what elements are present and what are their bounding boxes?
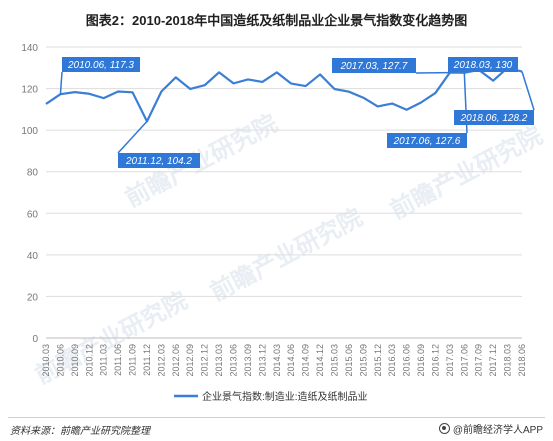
y-tick-label: 60	[27, 209, 39, 220]
callout-label: 2018.06, 128.2	[460, 113, 528, 124]
callout-box	[387, 133, 467, 148]
callout-box	[454, 110, 534, 125]
x-tick-label: 2016.12	[430, 344, 440, 377]
x-tick-label: 2012.06	[171, 344, 181, 377]
x-tick-label: 2010.12	[84, 344, 94, 377]
source-note: 资料来源：前瞻产业研究院整理	[10, 426, 150, 437]
series-line	[45, 66, 523, 123]
x-tick-label: 2010.03	[41, 344, 51, 377]
y-tick-label: 0	[32, 334, 38, 345]
legend-label: 企业景气指数:制造业:造纸及纸制品业	[202, 390, 368, 403]
x-tick-label: 2016.03	[387, 344, 397, 377]
callout-leader	[59, 71, 63, 95]
x-tick-label: 2016.06	[402, 344, 412, 377]
x-tick-label: 2017.09	[474, 344, 484, 377]
x-tick-label: 2013.12	[257, 344, 267, 377]
y-tick-label: 100	[21, 126, 38, 137]
x-tick-label: 2017.03	[445, 344, 455, 377]
callout-label: 2018.03, 130	[453, 60, 513, 71]
x-tick-label: 2014.12	[315, 344, 325, 377]
footer-divider	[8, 417, 545, 418]
x-tick-label: 2014.03	[272, 344, 282, 377]
x-tick-label: 2018.06	[517, 344, 527, 377]
x-tick-label: 2011.12	[142, 344, 152, 376]
y-tick-label: 120	[21, 85, 38, 96]
x-tick-label: 2015.06	[344, 344, 354, 377]
x-tick-label: 2011.06	[113, 344, 123, 376]
y-tick-label: 140	[21, 43, 38, 54]
x-tick-label: 2014.09	[301, 344, 311, 377]
x-tick-label: 2010.09	[70, 344, 80, 377]
x-tick-label: 2016.09	[416, 344, 426, 377]
x-tick-label: 2010.06	[55, 344, 65, 377]
x-tick-label: 2015.09	[358, 344, 368, 377]
callout-label: 2017.03, 127.7	[340, 61, 408, 72]
x-tick-label: 2014.06	[286, 344, 296, 377]
x-tick-label: 2015.03	[329, 344, 339, 377]
x-tick-label: 2012.09	[185, 344, 195, 377]
y-tick-label: 20	[27, 292, 39, 303]
callout-leader	[117, 120, 148, 154]
callout-label: 2010.06, 117.3	[67, 60, 134, 71]
brand-logo-icon	[438, 423, 450, 434]
x-tick-label: 2013.09	[243, 344, 253, 377]
y-tick-label: 40	[27, 251, 39, 262]
callout-label: 2011.12, 104.2	[125, 156, 192, 167]
callout-box	[118, 153, 200, 168]
x-tick-label: 2012.03	[156, 344, 166, 377]
x-tick-label: 2011.03	[99, 344, 109, 376]
x-tick-label: 2017.06	[459, 344, 469, 377]
chart-title: 图表2：2010-2018年中国造纸及纸制品业企业景气指数变化趋势图	[85, 13, 468, 28]
y-tick-label: 80	[27, 168, 39, 179]
callout-box	[448, 57, 518, 72]
x-tick-label: 2013.03	[214, 344, 224, 377]
brand-credit: @前瞻经济学人APP	[438, 421, 543, 436]
x-tick-label: 2011.09	[128, 344, 138, 376]
callout-leader	[521, 71, 535, 111]
x-tick-label: 2013.06	[229, 344, 239, 377]
x-tick-label: 2015.12	[373, 344, 383, 377]
callout-box	[62, 57, 140, 72]
x-tick-label: 2018.03	[503, 344, 513, 377]
x-tick-label: 2012.12	[200, 344, 210, 377]
callout-box	[332, 58, 416, 73]
x-tick-label: 2017.12	[488, 344, 498, 377]
brand-text: @前瞻经济学人APP	[452, 425, 543, 436]
callout-label: 2017.06, 127.6	[393, 136, 461, 147]
